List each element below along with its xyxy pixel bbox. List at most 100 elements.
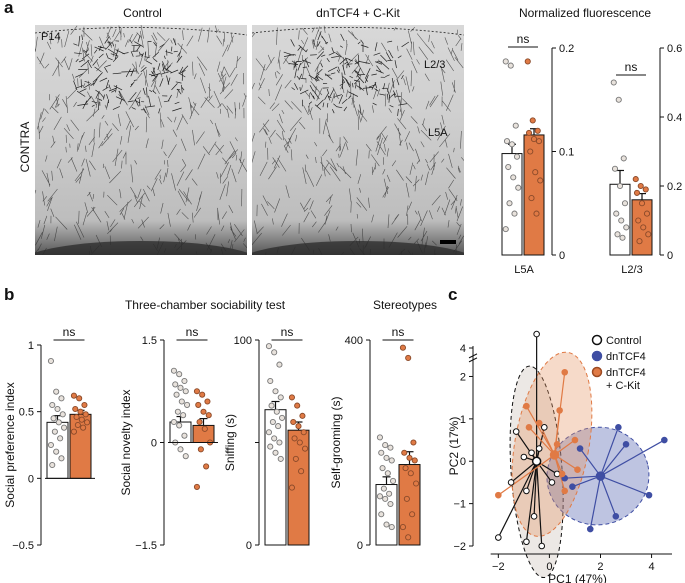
data-point [49,461,56,469]
sig-label: ns [186,325,199,339]
data-point [616,182,624,190]
pca-point [535,419,543,427]
data-point [172,381,179,388]
data-point [619,234,626,241]
pca-point [576,445,584,452]
spoke [497,454,555,496]
fluor-title: Normalized fluorescence [518,6,652,20]
data-point [57,435,64,442]
data-point [54,405,61,413]
pca-point [561,368,569,376]
data-point [74,421,81,429]
pca-point [558,470,566,478]
data-point [615,96,622,103]
data-point [380,485,387,492]
data-point [288,394,295,401]
data-point [277,455,284,462]
legend-label: dnTCF4 [606,367,646,379]
data-point [271,435,278,442]
data-point [610,79,617,86]
data-point [618,217,625,224]
axis-break [468,357,478,363]
spoke [536,461,543,547]
data-point [403,495,410,502]
sig-label: ns [517,32,530,46]
pca-point [612,513,620,520]
y-tick-label: 400 [345,335,363,347]
data-point [177,446,184,453]
data-point [70,428,77,435]
data-point [58,395,65,402]
data-point [272,388,279,395]
data-point [299,412,306,419]
layer-label-l23: L2/3 [424,59,446,71]
data-point [265,343,272,350]
data-point [58,455,65,462]
data-point [623,224,630,231]
data-point [276,439,283,446]
y-label: Social novelty index [119,389,133,495]
pca-point [507,479,515,486]
data-point [196,418,203,426]
data-point [506,200,513,207]
axon-fibers [35,25,247,255]
pca-point [528,449,535,457]
y-tick-label: 100 [234,335,252,347]
sig-label: ns [392,325,405,339]
data-point [611,165,619,172]
data-point [390,477,397,484]
data-point [273,408,280,415]
pca-point [569,483,576,490]
y-tick-label: 0.2 [559,43,574,55]
data-point [527,148,534,155]
data-point [51,428,58,435]
x-tick-label: 0 [546,561,552,573]
data-point [614,231,621,238]
data-point [53,388,60,395]
data-point [84,419,91,426]
data-point [621,200,629,207]
data-point [529,117,536,124]
pca-point [540,424,548,431]
data-point [275,423,282,430]
data-point [59,411,66,418]
data-point [513,153,521,160]
spoke [600,439,665,477]
y-tick-label: 0.5 [19,407,34,419]
data-point [512,122,519,129]
data-point [181,432,188,439]
data-point [70,392,77,399]
spoke [510,460,538,483]
white-matter [35,241,247,255]
dntcf4-fibers [252,25,464,255]
data-point [413,480,420,487]
data-point [378,511,385,518]
pca-point [525,424,533,431]
spoke [528,426,555,456]
chart-self_grooming: 0 400 ns Self-grooming (s) [329,325,421,552]
data-point [180,412,187,419]
x-tick-label: 2 [597,561,603,573]
data-point [269,418,276,426]
y-tick-label: 2 [460,371,466,383]
pca-point [615,424,622,431]
data-point [265,429,272,436]
data-point [61,424,68,431]
centroid [595,471,606,481]
data-point [635,217,642,224]
data-point [295,423,302,430]
data-point [525,129,533,136]
data-point [279,414,286,421]
y-tick-label: 0 [28,473,34,485]
data-point [645,231,652,238]
data-point [613,210,620,217]
legend-label: dnTCF4 [606,351,646,363]
data-point [277,394,284,401]
data-point [510,174,517,181]
legend-label: + C-Kit [606,380,640,392]
data-point [177,384,184,391]
y-tick-label: 0 [246,540,252,552]
dntcf4-micrograph: L2/3 L5A [252,25,464,255]
y-tick-label: 1 [28,340,34,352]
